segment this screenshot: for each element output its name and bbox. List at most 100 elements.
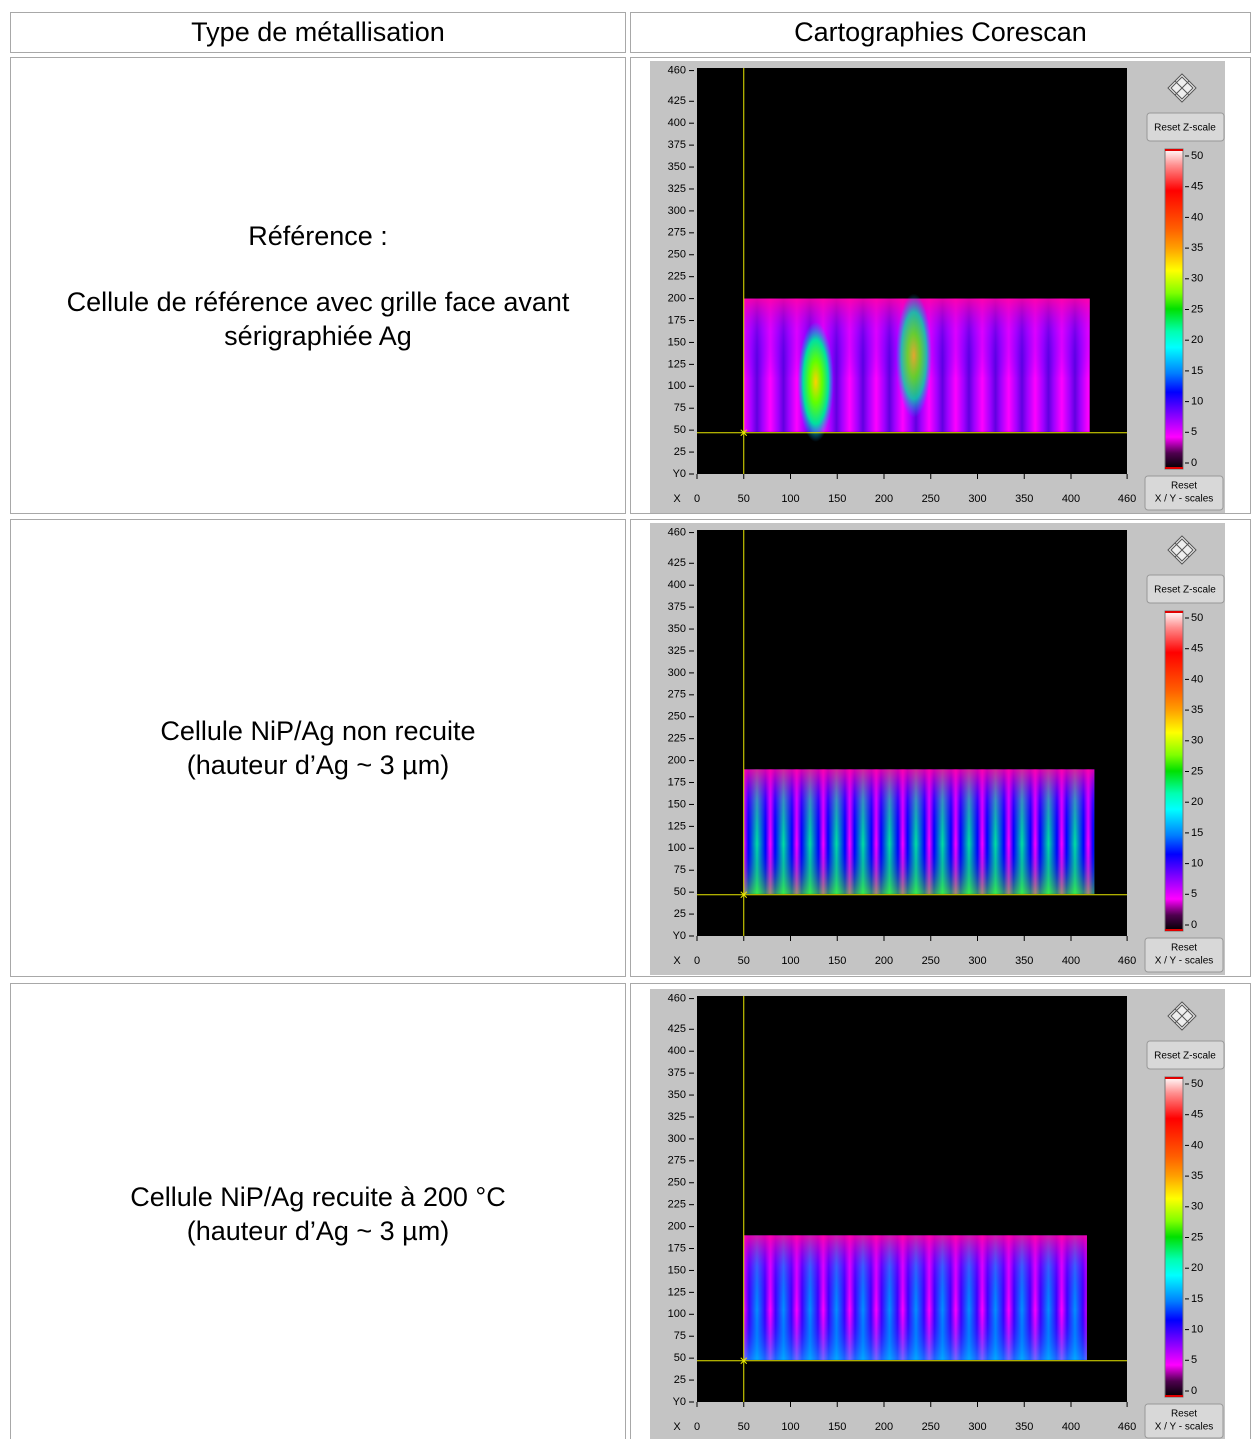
x-tick-label: 350 xyxy=(1015,955,1033,967)
y-tick-label: 50 xyxy=(674,424,686,436)
x-tick-label: 400 xyxy=(1062,1421,1080,1433)
corescan-map: 0255075100125150175200225250275300325350… xyxy=(650,989,1225,1439)
pan-icon[interactable] xyxy=(1167,73,1197,103)
y-tick-label: 0 xyxy=(680,930,686,942)
y-tick-label: 460 xyxy=(668,992,686,1004)
x-tick-label: 50 xyxy=(738,1421,750,1433)
y-tick-label: 100 xyxy=(668,1308,686,1320)
y-tick-label: 325 xyxy=(668,183,686,195)
z-tick-label: 20 xyxy=(1191,796,1203,808)
y-tick-label: 50 xyxy=(674,1352,686,1364)
pan-icon[interactable] xyxy=(1167,535,1197,565)
z-tick-label: 0 xyxy=(1191,457,1197,469)
y-tick-label: 425 xyxy=(668,1023,686,1035)
z-tick-label: 15 xyxy=(1191,827,1203,839)
x-tick-label: 100 xyxy=(781,1421,799,1433)
x-tick-label: 400 xyxy=(1062,493,1080,505)
z-tick-label: 5 xyxy=(1191,1354,1197,1366)
y-tick-label: 275 xyxy=(668,1155,686,1167)
x-tick-label: 460 xyxy=(1118,955,1136,967)
reset-xy-button[interactable] xyxy=(1144,1403,1224,1439)
paragraph: Cellule de référence avec grille face av… xyxy=(67,285,570,353)
header-text: Type de métallisation xyxy=(191,17,445,47)
x-tick-label: 200 xyxy=(875,955,893,967)
y-tick-label: 375 xyxy=(668,1067,686,1079)
x-tick-label: 100 xyxy=(781,955,799,967)
x-tick-label: 250 xyxy=(922,1421,940,1433)
reset-xy-label: X / Y - scales xyxy=(1155,956,1214,967)
y-tick-label: 125 xyxy=(668,1286,686,1298)
text-line: sérigraphiée Ag xyxy=(224,320,412,351)
y-tick-label: 300 xyxy=(668,667,686,679)
reset-z-button[interactable] xyxy=(1146,574,1225,604)
reset-z-button[interactable] xyxy=(1146,112,1225,142)
text-line: Cellule de référence avec grille face av… xyxy=(66,286,570,317)
reset-z-label: Reset Z-scale xyxy=(1154,123,1216,134)
reset-xy-label: Reset xyxy=(1171,943,1197,954)
y-tick-label: 25 xyxy=(674,1374,686,1386)
y-tick-label: 275 xyxy=(668,227,686,239)
heatmap-shading xyxy=(743,1235,1087,1360)
y-tick-label: 175 xyxy=(668,776,686,788)
z-tick-label: 20 xyxy=(1191,1262,1203,1274)
y-tick-label: 225 xyxy=(668,271,686,283)
y-tick-label: 350 xyxy=(668,1089,686,1101)
x-tick-label: 0 xyxy=(694,955,700,967)
y-tick-label: 425 xyxy=(668,95,686,107)
y-tick-label: 25 xyxy=(674,446,686,458)
z-tick-label: 25 xyxy=(1191,765,1203,777)
paragraph: Cellule NiP/Ag non recuite (hauteur d’Ag … xyxy=(160,714,475,782)
z-tick-label: 10 xyxy=(1191,1324,1203,1336)
y-tick-label: 400 xyxy=(668,117,686,129)
reset-z-button[interactable] xyxy=(1146,1040,1225,1070)
header-text: Cartographies Corescan xyxy=(794,17,1087,47)
reset-z-label: Reset Z-scale xyxy=(1154,585,1216,596)
reset-xy-button[interactable] xyxy=(1144,937,1224,973)
image-cell: 0 25 50 75 100 125 150 175 200 225 250 275 300 325 350… xyxy=(630,519,1251,977)
colorbar-cap xyxy=(1165,149,1183,151)
y-tick-label: 200 xyxy=(668,293,686,305)
y-tick-label: 0 xyxy=(680,468,686,480)
y-tick-label: 150 xyxy=(668,336,686,348)
z-tick-label: 50 xyxy=(1191,1078,1203,1090)
header-cell: Cartographies Corescan xyxy=(630,12,1251,53)
z-tick-label: 15 xyxy=(1191,1293,1203,1305)
x-tick-label: 300 xyxy=(968,1421,986,1433)
reset-xy-label: Reset xyxy=(1171,481,1197,492)
paragraph: Cellule NiP/Ag recuite à 200 °C (hauteur … xyxy=(130,1180,505,1248)
colorbar xyxy=(1164,610,1184,932)
z-tick-label: 45 xyxy=(1191,181,1203,193)
y-tick-label: 25 xyxy=(674,908,686,920)
x-tick-label: 250 xyxy=(922,493,940,505)
crosshair-marker xyxy=(740,891,748,899)
z-tick-label: 50 xyxy=(1191,612,1203,624)
crosshair-marker xyxy=(740,1357,748,1365)
z-tick-label: 25 xyxy=(1191,1231,1203,1243)
x-tick-label: 150 xyxy=(828,493,846,505)
x-tick-label: 50 xyxy=(738,955,750,967)
x-tick-label: 50 xyxy=(738,493,750,505)
colorbar-cap xyxy=(1165,467,1183,469)
y-axis-label: Y xyxy=(673,468,681,480)
y-tick-label: 175 xyxy=(668,314,686,326)
x-tick-label: 0 xyxy=(694,1421,700,1433)
z-tick-label: 35 xyxy=(1191,242,1203,254)
y-tick-label: 150 xyxy=(668,1264,686,1276)
reset-xy-button[interactable] xyxy=(1144,475,1224,511)
x-tick-label: 350 xyxy=(1015,1421,1033,1433)
corescan-map: 0255075100125150175200225250275300325350… xyxy=(650,61,1225,513)
y-tick-label: 200 xyxy=(668,755,686,767)
heatmap-blob xyxy=(797,321,834,442)
pan-icon[interactable] xyxy=(1167,1001,1197,1031)
z-tick-label: 35 xyxy=(1191,1170,1203,1182)
x-tick-label: 150 xyxy=(828,955,846,967)
x-tick-label: 150 xyxy=(828,1421,846,1433)
z-tick-label: 20 xyxy=(1191,334,1203,346)
colorbar xyxy=(1164,148,1184,470)
text-line: Cellule NiP/Ag recuite à 200 °C xyxy=(130,1182,506,1212)
image-cell: 0 25 50 75 100 125 150 175 200 225 250 275 300 325 350… xyxy=(630,983,1251,1439)
header-cell: Type de métallisation xyxy=(10,12,626,53)
text-cell: Cellule NiP/Ag recuite à 200 °C (hauteur … xyxy=(10,983,626,1439)
z-tick-label: 10 xyxy=(1191,858,1203,870)
y-axis-label: Y xyxy=(673,1396,681,1408)
